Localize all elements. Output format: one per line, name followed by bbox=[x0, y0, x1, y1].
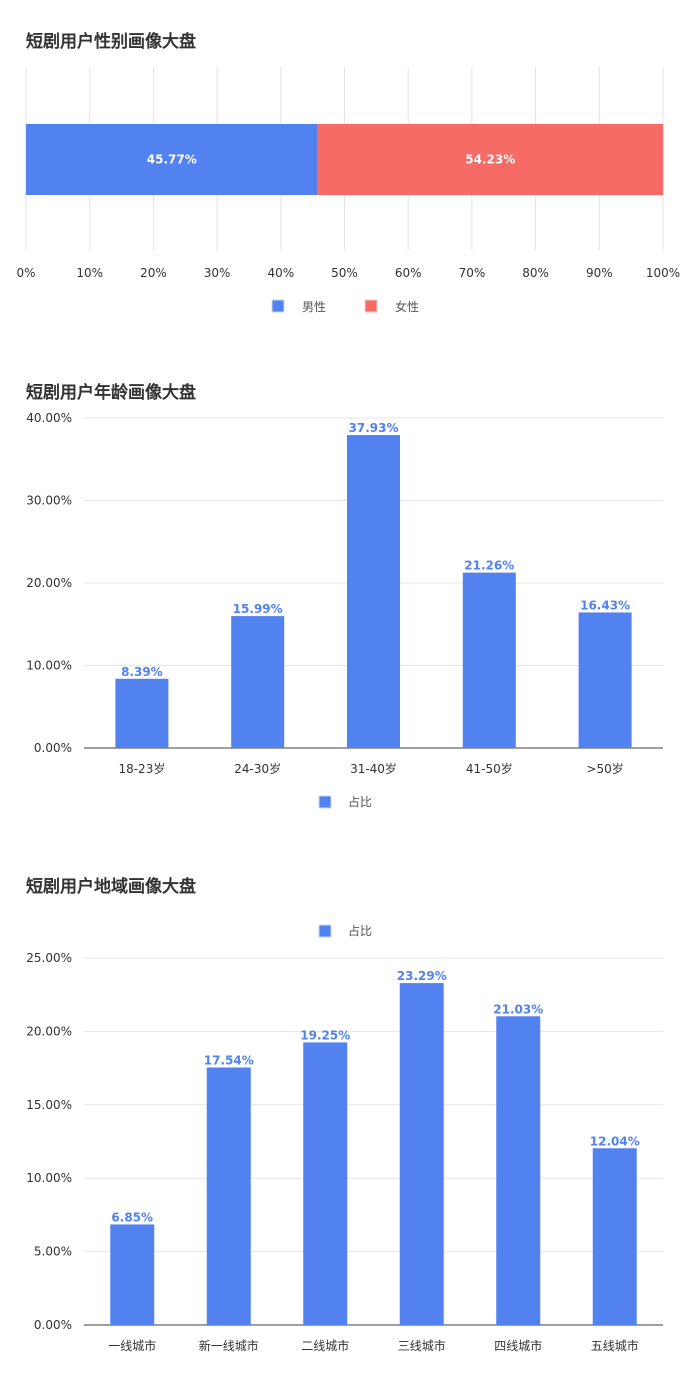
bar bbox=[462, 572, 516, 748]
x-tick-label: 10% bbox=[76, 266, 103, 280]
data-label: 16.43% bbox=[580, 598, 630, 612]
bar-segment-female bbox=[317, 124, 663, 195]
y-tick-label: 0.00% bbox=[34, 1318, 72, 1332]
x-tick-label: 20% bbox=[140, 266, 167, 280]
gender-chart-panel: 短剧用户性别画像大盘 0% 10% 20% 30% 40% 50% 60% 70% 80% 90%… bbox=[0, 0, 689, 330]
legend-label: 占比 bbox=[348, 794, 372, 809]
x-tick-label: >50岁 bbox=[586, 761, 623, 776]
x-tick-label: 18-23岁 bbox=[118, 761, 165, 776]
region-chart-title: 短剧用户地域画像大盘 bbox=[26, 877, 196, 897]
data-label: 21.03% bbox=[493, 1002, 543, 1016]
data-label: 6.85% bbox=[111, 1210, 153, 1224]
age-chart-panel: 短剧用户年龄画像大盘 0.00% 10.00% 20.00% 30.00% 40.00%… bbox=[26, 383, 663, 809]
x-tick-label: 一线城市 bbox=[108, 1338, 156, 1353]
x-tick-label: 四线城市 bbox=[494, 1338, 542, 1353]
age-chart-title: 短剧用户年龄画像大盘 bbox=[26, 383, 196, 403]
data-label: 37.93% bbox=[349, 421, 399, 435]
data-label: 15.99% bbox=[233, 602, 283, 616]
data-label: 17.54% bbox=[204, 1054, 254, 1068]
bar bbox=[206, 1067, 251, 1325]
y-tick-label: 5.00% bbox=[34, 1245, 72, 1259]
x-tick-label: 24-30岁 bbox=[234, 761, 281, 776]
x-tick-label: 30% bbox=[204, 266, 231, 280]
data-label: 12.04% bbox=[590, 1134, 640, 1148]
legend-label: 女性 bbox=[395, 299, 419, 314]
x-tick-label: 100% bbox=[646, 266, 680, 280]
x-tick-label: 60% bbox=[395, 266, 422, 280]
x-tick-label: 50% bbox=[331, 266, 358, 280]
x-tick-label: 31-40岁 bbox=[350, 761, 397, 776]
bar bbox=[592, 1148, 637, 1325]
y-tick-label: 10.00% bbox=[26, 659, 72, 673]
x-tick-label: 五线城市 bbox=[591, 1338, 639, 1353]
y-tick-label: 15.00% bbox=[26, 1098, 72, 1112]
legend-label: 男性 bbox=[302, 300, 326, 314]
bar bbox=[496, 1016, 541, 1325]
y-tick-label: 20.00% bbox=[26, 576, 72, 590]
x-tick-label: 40% bbox=[267, 266, 294, 280]
y-tick-label: 10.00% bbox=[26, 1171, 72, 1185]
y-tick-label: 20.00% bbox=[26, 1024, 72, 1038]
gender-chart: 0% 10% 20% 30% 40% 50% 60% 70% 80% 90% 100% 45.77% 5… bbox=[16, 67, 680, 314]
x-tick-label: 三线城市 bbox=[398, 1338, 446, 1353]
legend-swatch bbox=[318, 795, 332, 809]
data-label: 23.29% bbox=[397, 969, 447, 983]
x-tick-label: 二线城市 bbox=[301, 1338, 349, 1353]
bar bbox=[578, 612, 632, 748]
y-tick-label: 25.00% bbox=[26, 951, 72, 965]
x-tick-label: 0% bbox=[16, 266, 35, 280]
age-chart: 0.00% 10.00% 20.00% 30.00% 40.00% 8.39% 18-23岁… bbox=[26, 411, 663, 809]
x-tick-label: 90% bbox=[586, 266, 613, 280]
gender-chart-title: 短剧用户性别画像大盘 bbox=[26, 32, 196, 52]
bar bbox=[110, 1224, 155, 1325]
bar bbox=[115, 678, 169, 748]
legend-swatch bbox=[318, 924, 332, 938]
data-label: 21.26% bbox=[464, 559, 514, 573]
x-tick-label: 41-50岁 bbox=[466, 761, 513, 776]
data-label: 8.39% bbox=[121, 665, 163, 679]
x-tick-label: 70% bbox=[459, 266, 486, 280]
x-tick-label: 80% bbox=[522, 266, 549, 280]
y-tick-label: 0.00% bbox=[34, 741, 72, 755]
data-label: 54.23% bbox=[465, 153, 515, 167]
bar-segment-male bbox=[26, 124, 318, 195]
x-tick-label: 新一线城市 bbox=[199, 1338, 259, 1353]
y-tick-label: 30.00% bbox=[26, 494, 72, 508]
legend-swatch bbox=[364, 299, 378, 313]
bar bbox=[303, 1042, 348, 1325]
bar bbox=[347, 435, 400, 748]
data-label: 45.77% bbox=[147, 153, 197, 167]
bar bbox=[399, 983, 444, 1325]
bar bbox=[231, 616, 285, 748]
legend-swatch bbox=[271, 299, 285, 313]
legend-label: 占比 bbox=[348, 923, 372, 938]
data-label: 19.25% bbox=[300, 1028, 350, 1042]
y-tick-label: 40.00% bbox=[26, 411, 72, 425]
